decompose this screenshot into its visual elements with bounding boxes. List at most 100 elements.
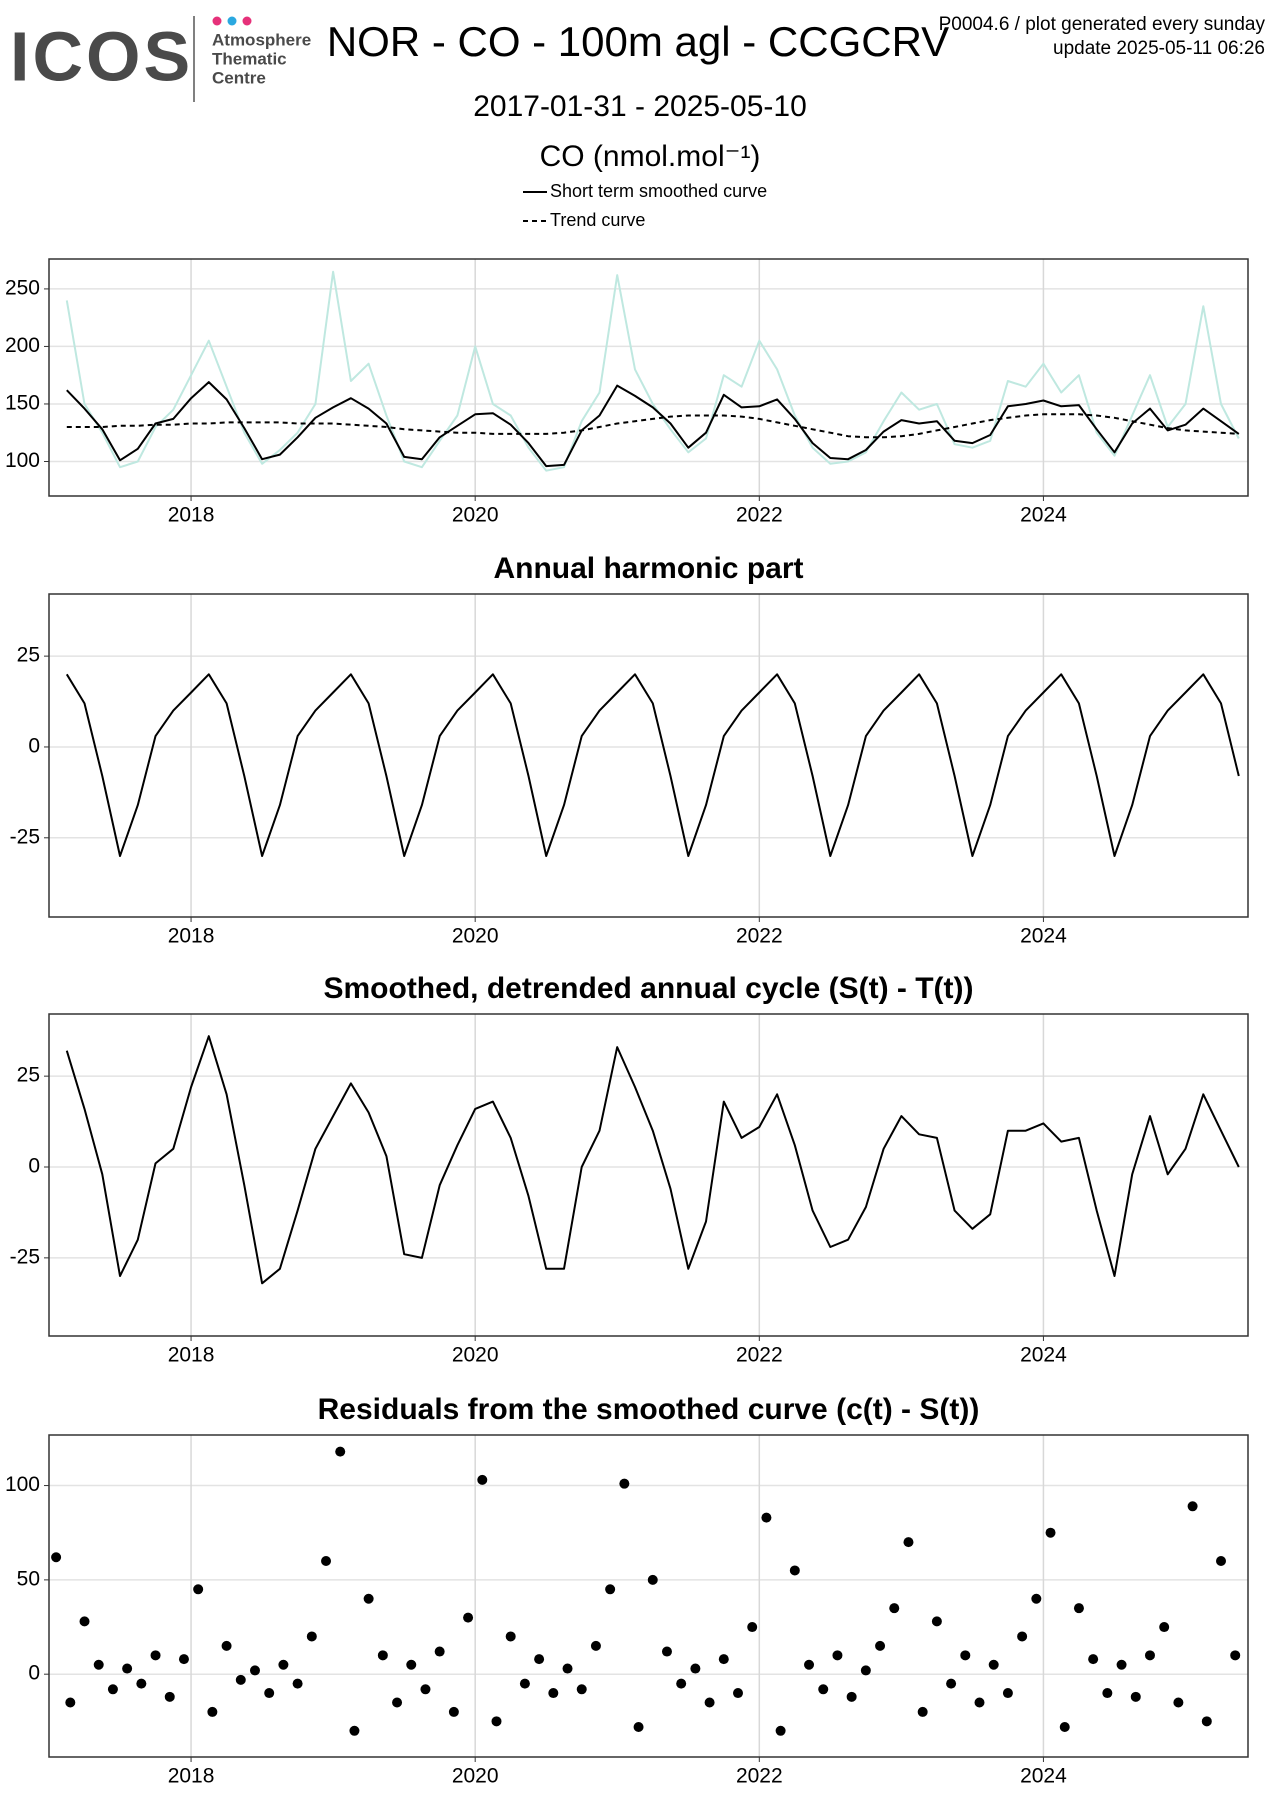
y-tick-label: 100 — [5, 449, 40, 472]
x-tick-label: 2024 — [1020, 925, 1067, 948]
point — [434, 1646, 445, 1657]
x-tick-label: 2020 — [452, 1765, 499, 1788]
point — [775, 1725, 786, 1736]
panel-title: Residuals from the smoothed curve (c(t) … — [318, 1393, 980, 1426]
y-tick-label: -25 — [10, 1245, 40, 1268]
point — [988, 1659, 999, 1670]
point — [1187, 1501, 1198, 1512]
subtitle: 2017-01-31 - 2025-05-10 — [473, 90, 807, 123]
panel-border — [48, 1013, 1249, 1337]
x-tick-label: 2018 — [168, 1344, 215, 1367]
point — [633, 1722, 644, 1733]
point — [917, 1706, 928, 1717]
x-tick-label: 2020 — [452, 1344, 499, 1367]
y-tick-label: 0 — [28, 1155, 40, 1178]
y-axis-label: CO (nmol.mol⁻¹) — [540, 140, 761, 173]
point — [235, 1674, 246, 1685]
legend-label: Trend curve — [550, 210, 645, 230]
plot-info: update 2025-05-11 06:26 — [1053, 38, 1265, 59]
point — [164, 1691, 175, 1702]
y-tick-label: 25 — [17, 644, 40, 667]
org-name: Atmosphere — [212, 30, 311, 49]
y-tick-label: 200 — [5, 334, 40, 357]
point — [1073, 1603, 1084, 1614]
point — [107, 1684, 118, 1695]
point — [647, 1574, 658, 1585]
y-tick-label: 150 — [5, 392, 40, 415]
point — [1102, 1688, 1113, 1699]
point — [804, 1659, 815, 1670]
x-tick-label: 2018 — [168, 504, 215, 527]
point — [590, 1640, 601, 1651]
x-tick-label: 2020 — [452, 504, 499, 527]
point — [491, 1716, 502, 1727]
panel-title: Smoothed, detrended annual cycle (S(t) -… — [323, 972, 973, 1005]
x-tick-label: 2024 — [1020, 1344, 1067, 1367]
point — [690, 1663, 701, 1674]
chart-title: NOR - CO - 100m agl - CCGCRV — [327, 18, 949, 65]
point — [136, 1678, 147, 1689]
point — [392, 1697, 403, 1708]
logo-dot — [242, 16, 252, 26]
point — [65, 1697, 76, 1708]
panel-border — [48, 1434, 1249, 1758]
point — [505, 1631, 516, 1642]
point — [732, 1688, 743, 1699]
point — [562, 1663, 573, 1674]
point — [534, 1654, 545, 1665]
x-tick-label: 2022 — [736, 1344, 783, 1367]
point — [193, 1584, 204, 1595]
point — [122, 1663, 133, 1674]
point — [292, 1678, 303, 1689]
point — [747, 1622, 758, 1633]
point — [846, 1691, 857, 1702]
point — [903, 1537, 914, 1548]
point — [406, 1659, 417, 1670]
point — [946, 1678, 957, 1689]
point — [463, 1612, 474, 1623]
point — [1230, 1650, 1241, 1661]
point — [619, 1478, 630, 1489]
logo-dot — [212, 16, 222, 26]
org-name: Centre — [212, 68, 266, 87]
x-tick-label: 2020 — [452, 925, 499, 948]
x-tick-label: 2018 — [168, 1765, 215, 1788]
logo-dot — [227, 16, 237, 26]
series-line — [65, 270, 1240, 472]
point — [761, 1512, 772, 1523]
point — [1116, 1659, 1127, 1670]
point — [306, 1631, 317, 1642]
point — [178, 1654, 189, 1665]
point — [363, 1593, 374, 1604]
point — [704, 1697, 715, 1708]
point — [1045, 1527, 1056, 1538]
point — [960, 1650, 971, 1661]
point — [79, 1616, 90, 1627]
point — [576, 1684, 587, 1695]
point — [1173, 1697, 1184, 1708]
y-tick-label: 250 — [5, 276, 40, 299]
series-line — [66, 413, 1239, 439]
logo: ICOS — [10, 17, 193, 95]
series-line — [65, 673, 1240, 857]
point — [1017, 1631, 1028, 1642]
point — [1144, 1650, 1155, 1661]
y-tick-label: 0 — [28, 1662, 40, 1685]
point — [974, 1697, 985, 1708]
x-tick-label: 2022 — [736, 925, 783, 948]
point — [249, 1665, 260, 1676]
point — [477, 1474, 488, 1485]
panel-border — [48, 258, 1249, 497]
point — [519, 1678, 530, 1689]
point — [93, 1659, 104, 1670]
point — [321, 1556, 332, 1567]
y-tick-label: 25 — [17, 1064, 40, 1087]
point — [221, 1640, 232, 1651]
point — [1130, 1691, 1141, 1702]
plot-info: P0004.6 / plot generated every sunday — [939, 14, 1266, 35]
point — [931, 1616, 942, 1627]
point — [889, 1603, 900, 1614]
y-tick-label: 50 — [17, 1567, 40, 1590]
point — [377, 1650, 388, 1661]
